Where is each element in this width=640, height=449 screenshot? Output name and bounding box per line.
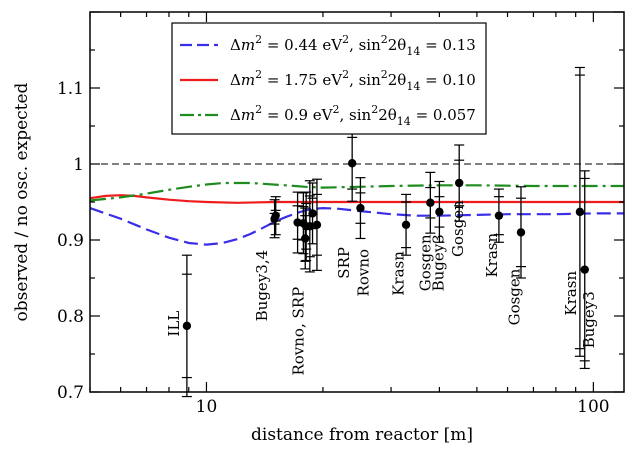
- data-point-14: [425, 171, 436, 234]
- data-point-17: [493, 188, 504, 243]
- data-point-16: [454, 144, 465, 222]
- experiment-label-3: Rovno, SRP: [290, 287, 308, 376]
- experiment-label-12: Krasn: [562, 271, 580, 316]
- data-marker: [308, 209, 317, 218]
- data-marker: [182, 321, 192, 331]
- data-point-13: [401, 193, 412, 256]
- experiment-label-9: Gosgen: [449, 200, 467, 257]
- data-point-6: [300, 207, 311, 270]
- legend-label-1: Δm2 = 0.44 eV2, sin22θ14 = 0.13: [230, 33, 476, 58]
- y-tick-label: 1: [73, 155, 84, 175]
- experiment-label-11: Gosgen: [506, 268, 524, 325]
- data-point-3: [270, 196, 281, 236]
- data-marker: [494, 211, 504, 220]
- data-marker: [435, 207, 444, 217]
- x-tick-label: 10: [196, 397, 218, 417]
- x-tick-label: 100: [577, 397, 609, 417]
- data-point-11: [347, 124, 358, 202]
- experiment-label-10: Krasn: [483, 233, 501, 278]
- y-tick-label: 0.7: [57, 383, 84, 403]
- y-tick-label: 0.9: [57, 231, 84, 251]
- experiment-label-2: Bugey3,4: [253, 250, 271, 322]
- legend-box: [171, 22, 487, 135]
- data-marker: [312, 220, 322, 229]
- data-marker: [575, 207, 585, 217]
- experiment-label-4: SRP: [335, 247, 353, 279]
- experiment-label-6: Krasn: [389, 251, 407, 296]
- data-point-9: [307, 182, 318, 245]
- experiment-label-1: ILL: [165, 311, 183, 337]
- data-marker: [401, 220, 411, 229]
- data-point-19: [574, 66, 585, 357]
- data-marker: [301, 234, 310, 243]
- data-marker: [347, 159, 357, 168]
- experiment-label-7: Gosgen: [416, 234, 434, 291]
- y-axis-label: observed / no osc. expected: [12, 82, 32, 321]
- experiment-label-8: Bugey3: [429, 234, 447, 291]
- data-point-20: [579, 170, 590, 370]
- model-curve-3: [89, 181, 624, 202]
- legend-label-2: Δm2 = 1.75 eV2, sin22θ14 = 0.10: [230, 68, 476, 93]
- data-point-18: [515, 186, 526, 279]
- data-marker: [516, 228, 526, 237]
- data-marker: [271, 211, 280, 220]
- experiment-label-13: Bugey3: [580, 291, 598, 348]
- data-marker: [426, 198, 435, 207]
- x-axis-label: distance from reactor [m]: [251, 425, 473, 445]
- data-marker: [356, 203, 365, 213]
- y-tick-label: 1.1: [57, 79, 84, 99]
- experiment-label-5: Rovno: [354, 249, 372, 297]
- data-point-15: [434, 180, 445, 243]
- data-marker: [580, 265, 589, 274]
- data-point-10: [311, 178, 322, 271]
- legend-label-3: Δm2 = 0.9 eV2, sin22θ14 = 0.057: [230, 103, 476, 128]
- data-point-1: [181, 254, 192, 398]
- data-point-12: [355, 177, 366, 240]
- y-tick-label: 0.8: [57, 307, 84, 327]
- data-marker: [454, 178, 464, 188]
- model-curve-2: [89, 194, 624, 204]
- model-curve-1: [89, 206, 624, 246]
